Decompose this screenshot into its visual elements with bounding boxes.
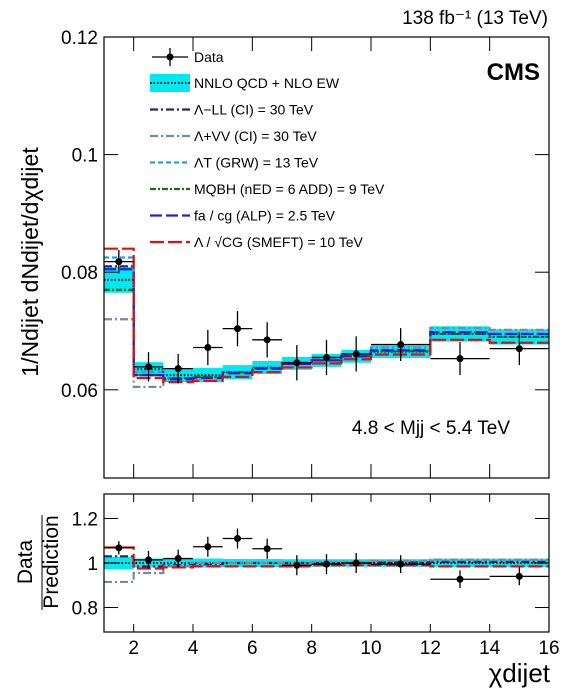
x-tick-label: 12 (420, 638, 441, 659)
y-tick-label: 0.06 (61, 381, 98, 402)
data-point (204, 343, 212, 351)
experiment: CMS (487, 59, 540, 86)
legend-swatch (150, 74, 190, 92)
data-point (352, 559, 360, 567)
data-point (174, 365, 182, 373)
legend-marker (166, 53, 174, 61)
x-tick-label: 16 (538, 638, 559, 659)
data-point (263, 545, 271, 553)
x-tick-label: 4 (188, 638, 199, 659)
data-point (234, 535, 241, 543)
legend-label: MQBH (nED = 6 ADD) = 9 TeV (194, 181, 385, 197)
y-axis-title: Data (14, 540, 37, 585)
legend-label: Λ+VV (CI) = 30 TeV (194, 128, 317, 144)
y-tick-label: 0.8 (72, 599, 98, 620)
data-point (293, 359, 301, 367)
data-point (456, 355, 464, 363)
y-tick-label: 0.1 (72, 146, 98, 167)
uncertainty-band (489, 558, 549, 568)
data-point (145, 556, 152, 564)
data-point (115, 544, 123, 552)
x-tick-label: 6 (247, 638, 258, 659)
plot-frame (103, 36, 550, 479)
legend-label: ΛT (GRW) = 13 TeV (194, 155, 319, 171)
legend-label: fa / cg (ALP) = 2.5 TeV (194, 208, 336, 224)
x-tick-label: 10 (360, 638, 381, 659)
data-point (115, 258, 123, 266)
data-point (456, 575, 464, 583)
data-point (204, 543, 212, 551)
model-line (104, 247, 549, 384)
legend-label: Data (194, 49, 224, 65)
model-line (104, 546, 549, 570)
model-line (104, 558, 549, 584)
data-point (515, 572, 523, 580)
data-point (263, 336, 271, 344)
x-tick-label: 2 (128, 638, 139, 659)
uncertainty-band (430, 558, 490, 568)
x-axis-title: χdijet (489, 658, 551, 688)
data-point (515, 345, 523, 353)
uncertainty-band (193, 558, 223, 568)
data-point (234, 325, 241, 333)
data-point (145, 363, 152, 371)
header: 138 fb⁻¹ (13 TeV) (402, 8, 548, 29)
legend-label: NNLO QCD + NLO EW (194, 75, 340, 91)
x-tick-label: 8 (306, 638, 317, 659)
x-tick-label: 14 (479, 638, 501, 659)
y-axis-title: 1/Ndijet dNdijet/dχdijet (17, 147, 43, 377)
y-tick-label: 0.08 (61, 263, 98, 284)
legend-label: Λ / √CG (SMEFT) = 10 TeV (194, 234, 364, 250)
y-tick-label: 1 (87, 554, 98, 575)
data-point (397, 560, 405, 568)
y-axis-title: Prediction (40, 515, 63, 608)
y-tick-label: 0.12 (61, 28, 98, 49)
data-point (323, 560, 330, 568)
data-point (323, 353, 330, 361)
data-point (174, 555, 182, 563)
legend-label: Λ−LL (CI) = 30 TeV (194, 102, 314, 118)
data-point (293, 561, 301, 569)
y-tick-label: 1.2 (72, 509, 98, 530)
annotation: 4.8 < Mjj < 5.4 TeV (352, 418, 510, 439)
data-point (397, 341, 405, 349)
data-point (352, 350, 360, 358)
